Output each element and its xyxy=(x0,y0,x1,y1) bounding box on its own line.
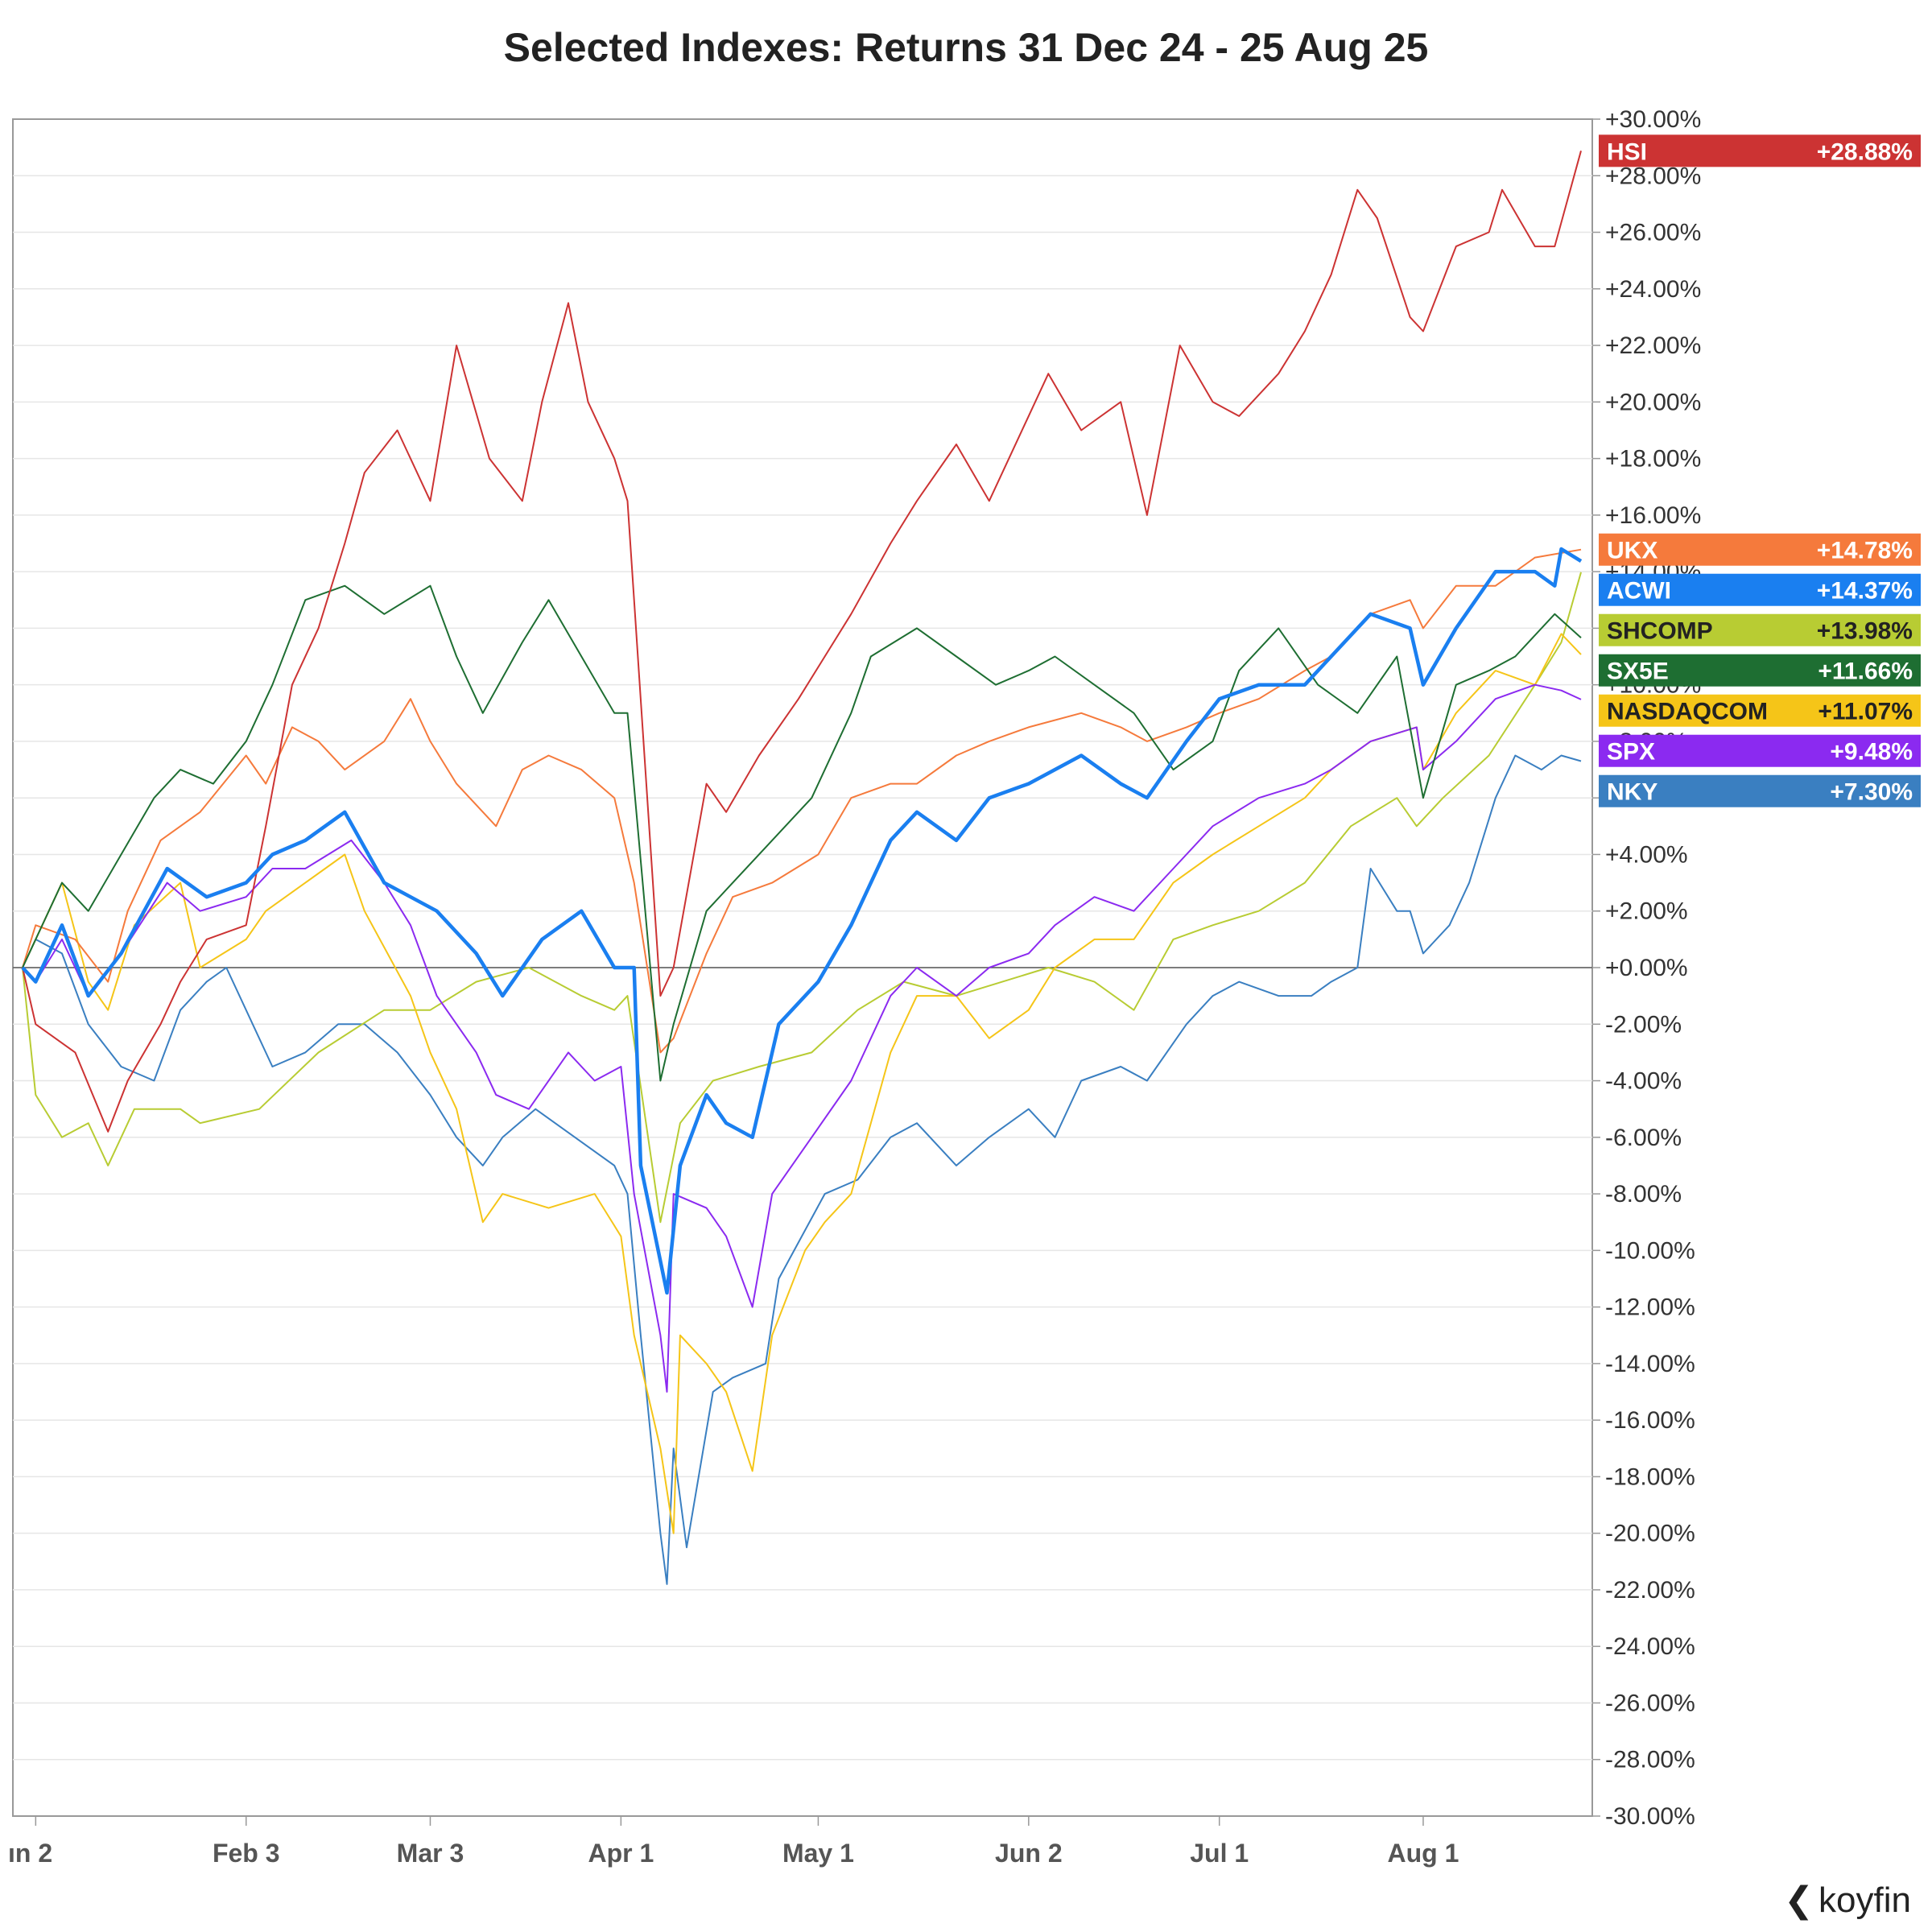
y-tick-label: -14.00% xyxy=(1605,1351,1695,1377)
series-line-spx xyxy=(22,683,1582,1393)
series-line-sx5e xyxy=(22,584,1582,1082)
x-tick-label: Jun 2 xyxy=(995,1839,1063,1868)
y-tick-label: +2.00% xyxy=(1605,898,1688,925)
grid-lines xyxy=(13,175,1592,1761)
value-tag-nasdaqcom: NASDAQCOM +11.07% xyxy=(1599,694,1921,727)
value-tag-spx: SPX +9.48% xyxy=(1599,734,1921,767)
series-line-hsi xyxy=(22,151,1582,1133)
value-tag-sx5e: SX5E +11.66% xyxy=(1599,654,1921,687)
x-tick-label: Apr 1 xyxy=(588,1839,654,1868)
value-tag-shcomp: SHCOMP +13.98% xyxy=(1599,613,1921,646)
value-tag-bg xyxy=(1599,774,1921,807)
y-tick-label: -22.00% xyxy=(1605,1577,1695,1604)
value-tag-bg xyxy=(1599,613,1921,646)
y-tick-label: -20.00% xyxy=(1605,1521,1695,1547)
x-tick-label: Aug 1 xyxy=(1388,1839,1459,1868)
series-name-label: NKY xyxy=(1607,779,1657,806)
y-tick-label: -26.00% xyxy=(1605,1690,1695,1716)
value-tag-bg xyxy=(1599,533,1921,566)
value-tag-nky: NKY +7.30% xyxy=(1599,774,1921,807)
value-tag-bg xyxy=(1599,734,1921,767)
y-tick-label: +24.00% xyxy=(1605,276,1701,303)
series-name-label: ACWI xyxy=(1607,578,1671,605)
series-value-label: +9.48% xyxy=(1830,739,1913,766)
brand-name: koyfin xyxy=(1818,1880,1911,1920)
y-tick-label: -10.00% xyxy=(1605,1237,1695,1264)
value-tag-acwi: ACWI +14.37% xyxy=(1599,573,1921,606)
koyfin-chevron-icon: ❮ xyxy=(1784,1880,1814,1920)
value-tag-hsi: HSI +28.88% xyxy=(1599,134,1921,167)
series-value-tags: HSI +28.88% UKX +14.78% ACWI +14.37% SHCOMP +13… xyxy=(1599,134,1921,807)
series-line-ukx xyxy=(22,548,1582,1054)
y-tick-label: +22.00% xyxy=(1605,332,1701,359)
series-name-label: SX5E xyxy=(1607,658,1669,685)
value-tag-bg xyxy=(1599,654,1921,687)
x-tick-label: Mar 3 xyxy=(397,1839,464,1868)
y-tick-label: -16.00% xyxy=(1605,1407,1695,1434)
chart-title: Selected Indexes: Returns 31 Dec 24 - 25… xyxy=(503,25,1429,70)
series-line-shcomp xyxy=(22,572,1582,1224)
y-tick-label: +16.00% xyxy=(1605,502,1701,529)
series-name-label: SPX xyxy=(1607,739,1655,766)
series-line-acwi xyxy=(21,547,1583,1295)
x-tick-label: Jul 1 xyxy=(1190,1839,1249,1868)
y-tick-label: -6.00% xyxy=(1605,1125,1682,1151)
y-axis-ticks: +30.00% +28.00% +26.00% +24.00% +22.00% +20.0… xyxy=(1592,106,1701,1830)
series-value-label: +11.66% xyxy=(1818,658,1913,685)
series-name-label: HSI xyxy=(1607,138,1647,165)
y-tick-label: -12.00% xyxy=(1605,1294,1695,1321)
y-tick-label: -30.00% xyxy=(1605,1803,1695,1830)
koyfin-logo: ❮ koyfin xyxy=(1784,1880,1911,1921)
x-tick-label: May 1 xyxy=(782,1839,854,1868)
y-tick-label: -24.00% xyxy=(1605,1633,1695,1660)
series-value-label: +14.78% xyxy=(1817,538,1913,564)
series-value-label: +28.88% xyxy=(1817,138,1913,165)
y-tick-label: +4.00% xyxy=(1605,841,1688,868)
y-tick-label: +30.00% xyxy=(1605,106,1701,133)
y-tick-label: +26.00% xyxy=(1605,220,1701,246)
y-tick-label: +20.00% xyxy=(1605,389,1701,415)
y-tick-label: -2.00% xyxy=(1605,1011,1682,1038)
series-line-nasdaqcom xyxy=(22,633,1582,1534)
value-tag-bg xyxy=(1599,694,1921,727)
series-value-label: +14.37% xyxy=(1817,578,1913,605)
y-tick-label: +28.00% xyxy=(1605,163,1701,189)
x-tick-label: Feb 3 xyxy=(213,1839,280,1868)
series-value-label: +7.30% xyxy=(1830,779,1913,806)
x-axis-ticks: ın 2 Feb 3 Mar 3 Apr 1 May 1 Jun 2 Jul 1 Aug 1 xyxy=(8,1816,1459,1868)
series-name-label: UKX xyxy=(1607,538,1657,564)
series-line-nky xyxy=(22,754,1582,1585)
value-tag-bg xyxy=(1599,134,1921,167)
x-tick-label: ın 2 xyxy=(8,1839,52,1868)
y-tick-label: +0.00% xyxy=(1605,955,1688,981)
y-tick-label: -18.00% xyxy=(1605,1463,1695,1490)
series-value-label: +11.07% xyxy=(1818,699,1913,725)
value-tag-bg xyxy=(1599,573,1921,606)
series-name-label: SHCOMP xyxy=(1607,618,1713,645)
series-lines xyxy=(21,151,1583,1585)
y-tick-label: -4.00% xyxy=(1605,1068,1682,1095)
y-tick-label: -28.00% xyxy=(1605,1747,1695,1773)
y-tick-label: +18.00% xyxy=(1605,446,1701,473)
series-value-label: +13.98% xyxy=(1817,618,1913,645)
y-tick-label: -8.00% xyxy=(1605,1181,1682,1208)
value-tag-ukx: UKX +14.78% xyxy=(1599,533,1921,566)
series-name-label: NASDAQCOM xyxy=(1607,699,1768,725)
